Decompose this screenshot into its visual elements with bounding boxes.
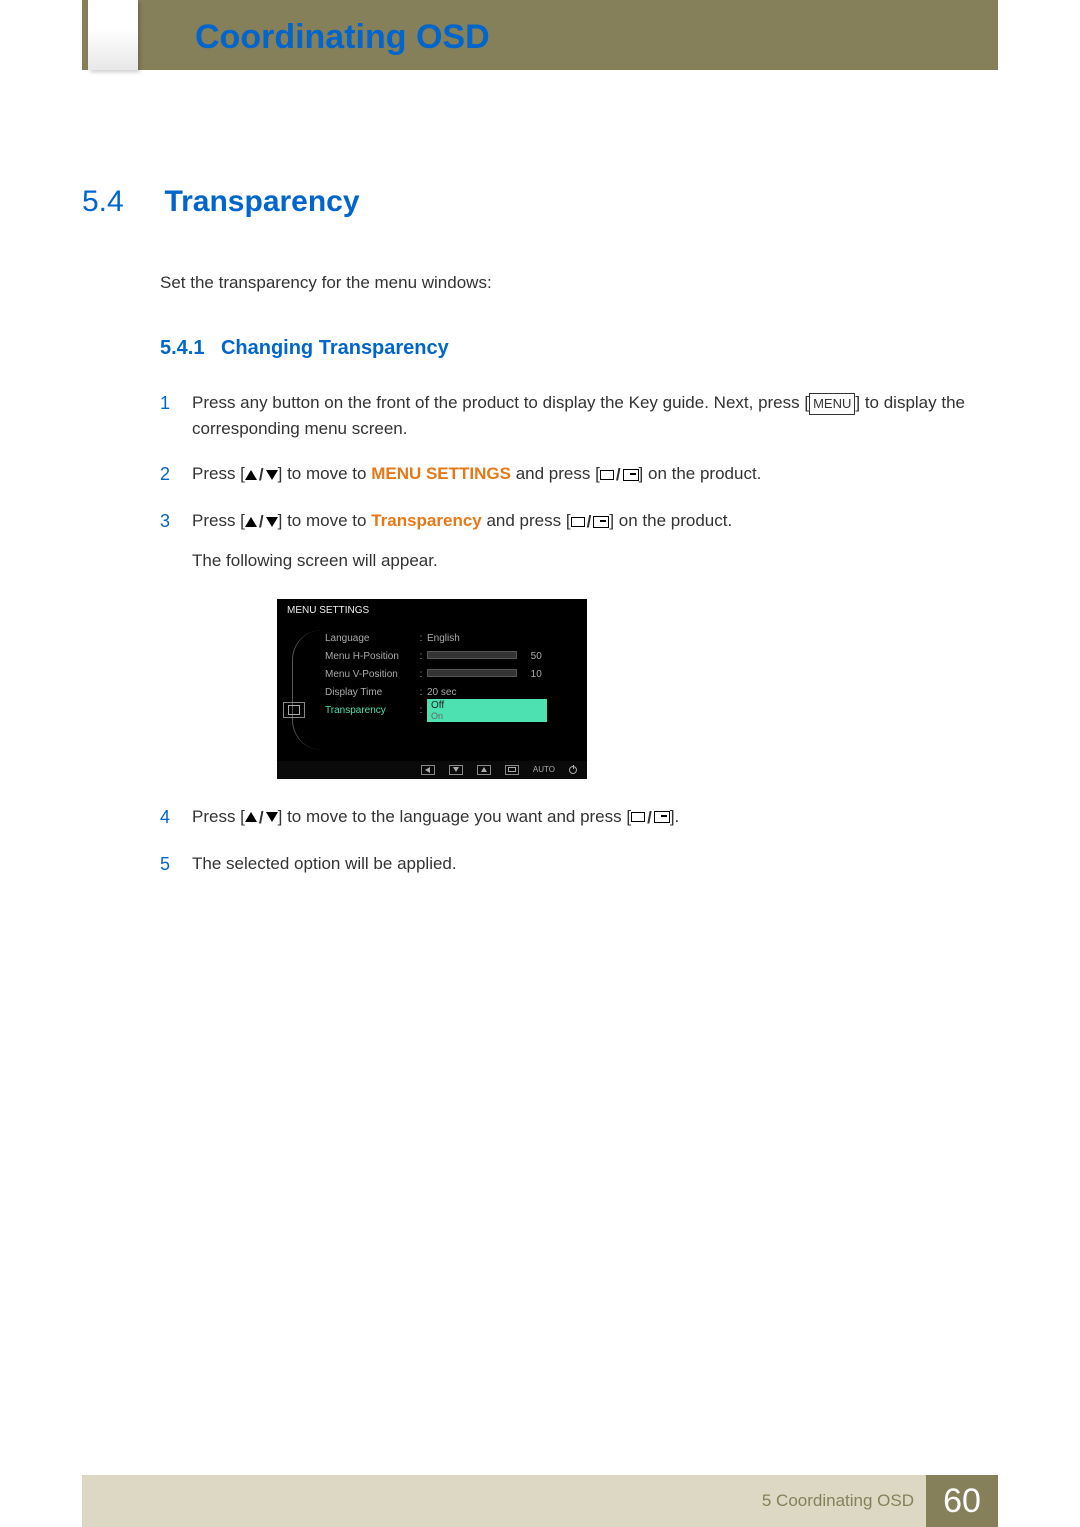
osd-row-vposition: Menu V-Position : 10	[325, 666, 567, 684]
osd-row-language: Language : English	[325, 630, 567, 648]
step-5: 5 The selected option will be applied.	[160, 851, 998, 878]
step-text: Press [/] to move to Transparency and pr…	[192, 508, 998, 574]
select-enter-icon: /	[631, 805, 670, 831]
osd-nav-up-icon	[477, 765, 491, 775]
osd-category-icon	[283, 702, 305, 718]
steps-list: 1 Press any button on the front of the p…	[160, 390, 998, 574]
step-3: 3 Press [/] to move to Transparency and …	[160, 508, 998, 574]
osd-nav-down-icon	[449, 765, 463, 775]
step-number: 5	[160, 851, 192, 878]
step-text: Press [/] to move to the language you wa…	[192, 804, 998, 831]
subsection-title: Changing Transparency	[221, 337, 449, 359]
section-heading: 5.4 Transparency	[82, 185, 998, 219]
chapter-marker	[88, 0, 138, 70]
footer-chapter-label: 5 Coordinating OSD	[762, 1491, 914, 1511]
highlight-transparency: Transparency	[371, 511, 482, 530]
osd-row-transparency: Transparency : Off On	[325, 702, 567, 720]
osd-dropdown: Off On	[427, 699, 547, 722]
step-number: 3	[160, 508, 192, 574]
step-2: 2 Press [/] to move to MENU SETTINGS and…	[160, 461, 998, 488]
osd-power-icon	[569, 766, 577, 774]
intro-text: Set the transparency for the menu window…	[160, 273, 998, 293]
subsection-heading: 5.4.1 Changing Transparency	[160, 337, 998, 360]
page-number: 60	[926, 1475, 998, 1527]
step-number: 4	[160, 804, 192, 831]
osd-nav-enter-icon	[505, 765, 519, 775]
osd-body: Language : English Menu H-Position : 50 …	[277, 622, 587, 720]
step-text: Press any button on the front of the pro…	[192, 390, 998, 441]
step-text: Press [/] to move to MENU SETTINGS and p…	[192, 461, 998, 488]
step-text: The selected option will be applied.	[192, 851, 998, 878]
osd-nav-left-icon	[421, 765, 435, 775]
content-area: 5.4 Transparency Set the transparency fo…	[82, 185, 998, 898]
osd-row-hposition: Menu H-Position : 50	[325, 648, 567, 666]
step-1: 1 Press any button on the front of the p…	[160, 390, 998, 441]
footer-bar: 5 Coordinating OSD 60	[82, 1475, 998, 1527]
highlight-menu-settings: MENU SETTINGS	[371, 464, 511, 483]
up-down-icon: /	[245, 509, 278, 535]
select-enter-icon: /	[600, 462, 639, 488]
osd-header: MENU SETTINGS	[277, 599, 587, 622]
step-4: 4 Press [/] to move to the language you …	[160, 804, 998, 831]
subsection-number: 5.4.1	[160, 337, 204, 359]
osd-arc-decoration	[292, 630, 322, 750]
step-number: 2	[160, 461, 192, 488]
osd-screenshot: MENU SETTINGS Language : English Menu H-…	[277, 599, 587, 779]
osd-footer-nav: AUTO	[277, 761, 587, 779]
steps-list-continued: 4 Press [/] to move to the language you …	[160, 804, 998, 878]
page-title: Coordinating OSD	[195, 18, 490, 57]
menu-button-label: MENU	[809, 393, 855, 415]
up-down-icon: /	[245, 462, 278, 488]
section-title: Transparency	[164, 185, 359, 219]
osd-auto-label: AUTO	[533, 765, 555, 774]
osd-slider	[427, 669, 517, 677]
up-down-icon: /	[245, 805, 278, 831]
osd-slider	[427, 651, 517, 659]
section-number: 5.4	[82, 185, 160, 219]
select-enter-icon: /	[571, 509, 610, 535]
step-number: 1	[160, 390, 192, 441]
